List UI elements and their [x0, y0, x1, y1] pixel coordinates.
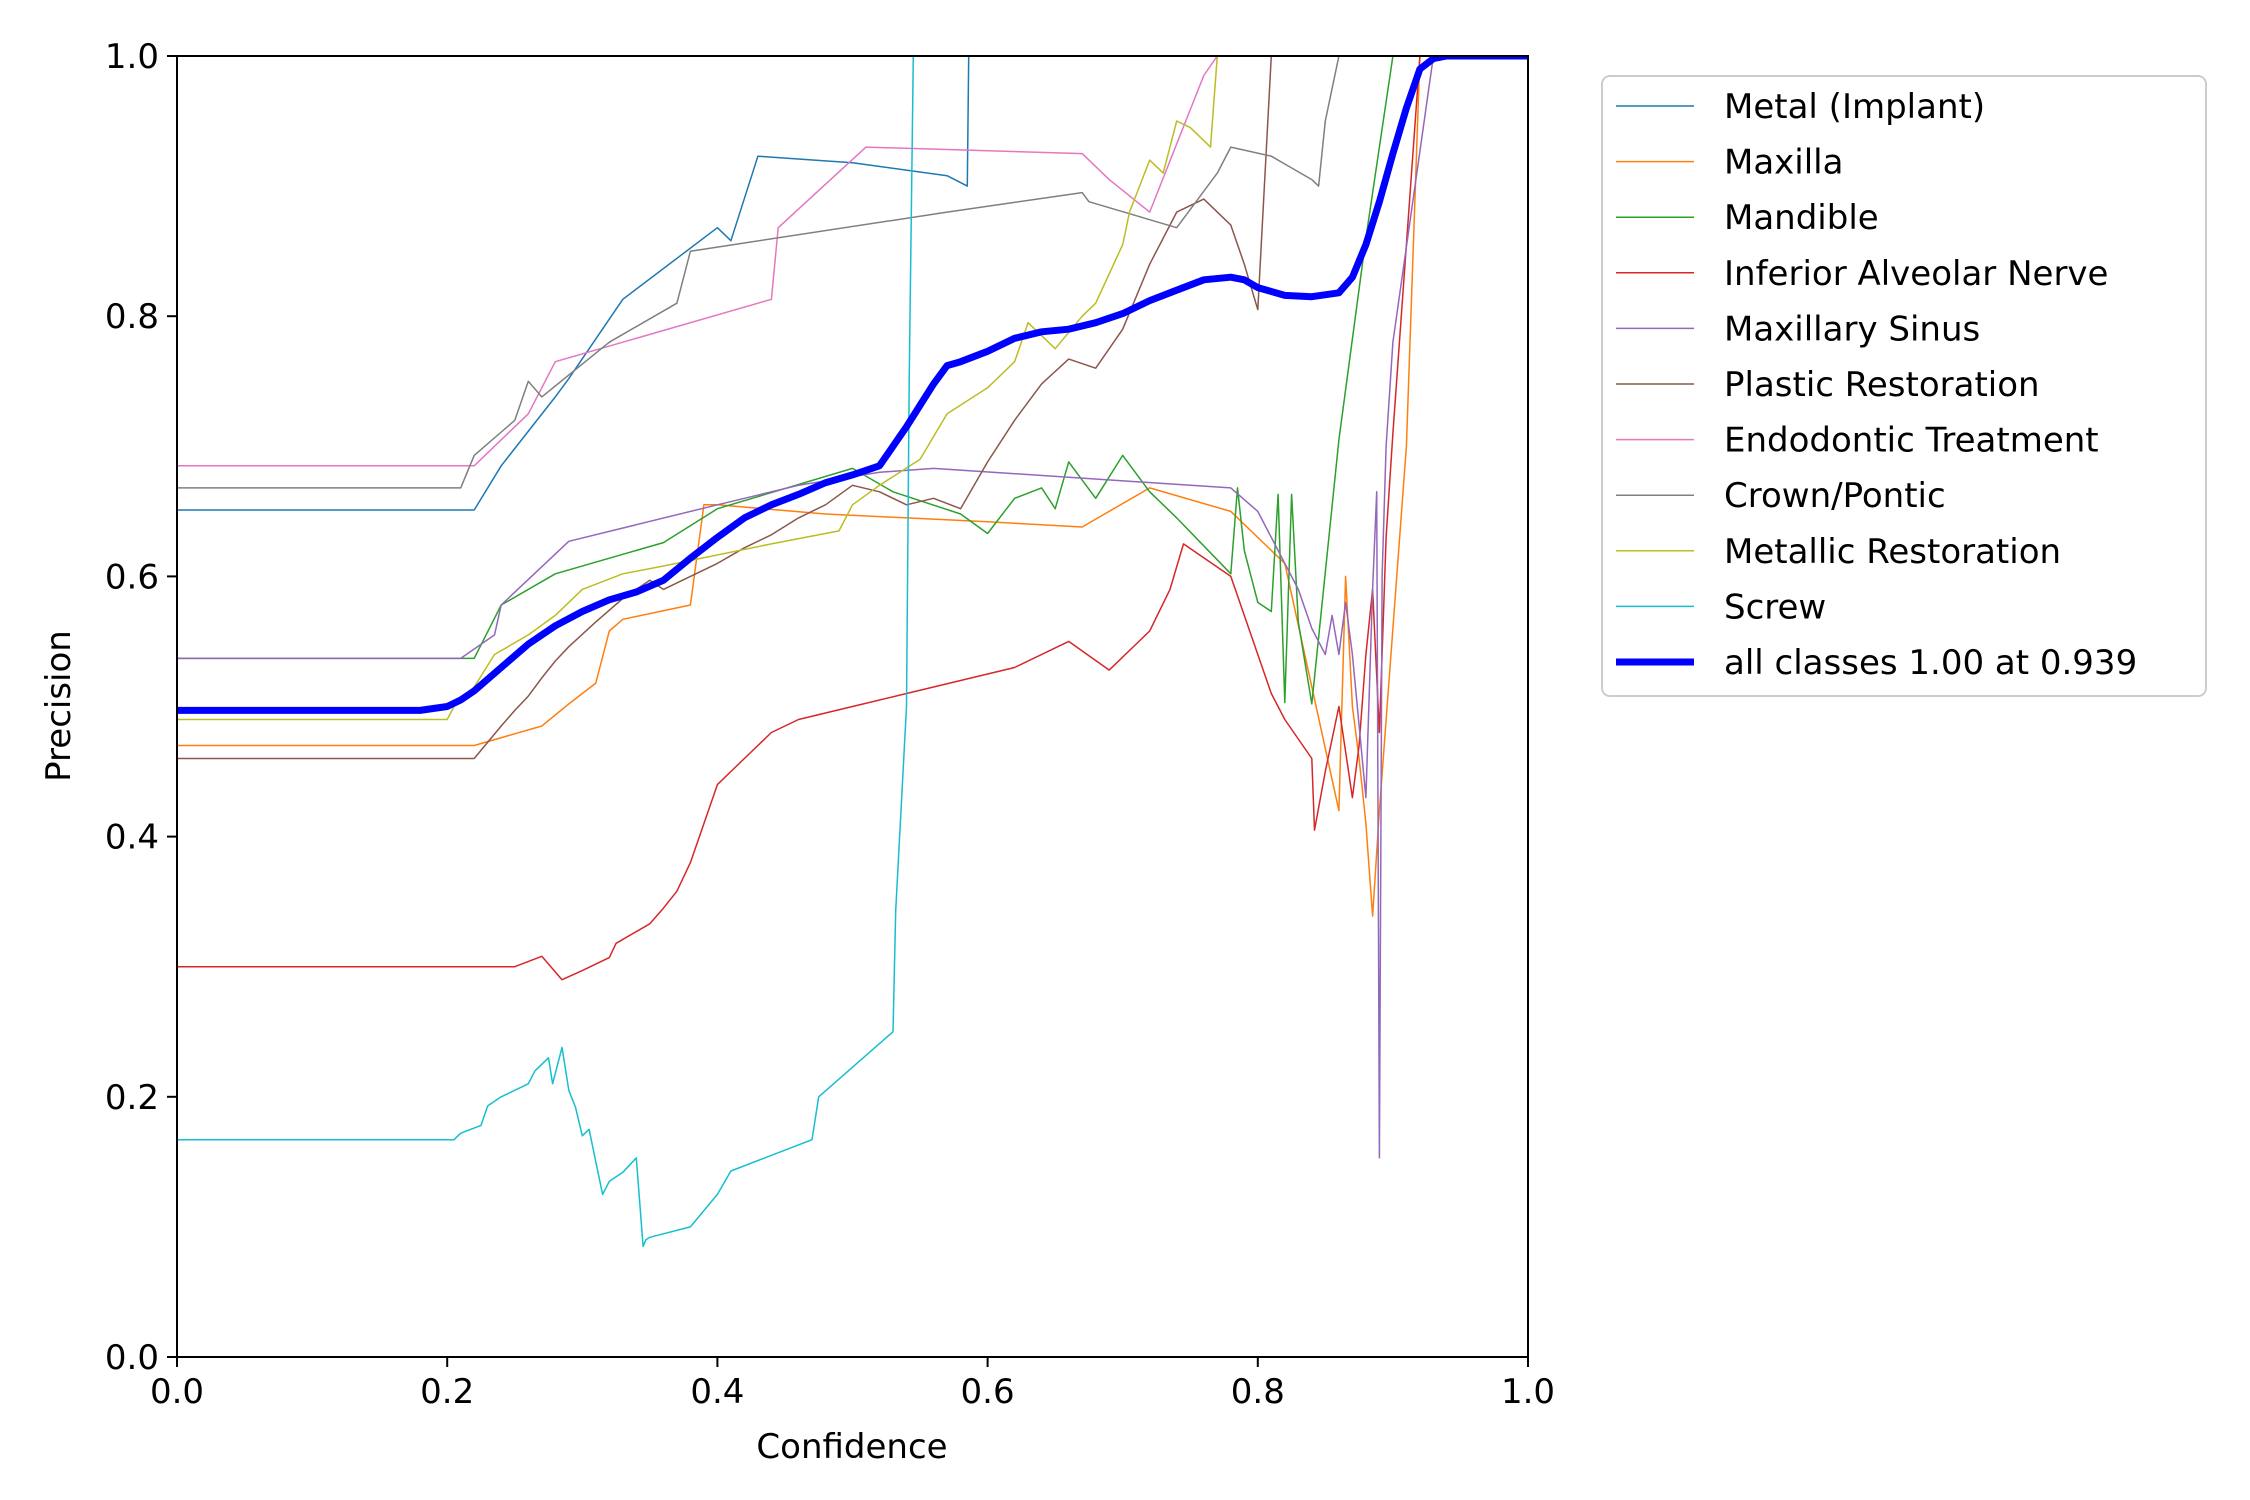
series-line-8	[177, 56, 1528, 721]
legend-label: Screw	[1724, 587, 1826, 627]
y-axis-title: Precision	[39, 630, 79, 782]
legend-label: Mandible	[1724, 198, 1879, 238]
x-tick-label: 0.2	[420, 1372, 474, 1412]
series-line-5	[177, 56, 1528, 760]
x-tick-label: 1.0	[1501, 1372, 1555, 1412]
legend-label: Maxilla	[1724, 143, 1843, 183]
y-tick-label: 0.4	[105, 818, 159, 858]
legend-label: all classes 1.00 at 0.939	[1724, 643, 2137, 683]
legend-label: Maxillary Sinus	[1724, 309, 1980, 349]
y-tick-label: 0.2	[105, 1078, 159, 1118]
series-line-0	[177, 56, 1528, 511]
legend-label: Metallic Restoration	[1724, 532, 2061, 572]
x-axis-title: Confidence	[756, 1427, 947, 1467]
x-tick-label: 0.0	[150, 1372, 204, 1412]
series-line-3	[177, 56, 1528, 981]
series-line-4	[177, 56, 1528, 1159]
y-axis: 0.0 0.2 0.4 0.6 0.8 1.0	[105, 37, 177, 1378]
x-tick-label: 0.6	[961, 1372, 1015, 1412]
y-tick-label: 1.0	[105, 37, 159, 77]
legend-label: Endodontic Treatment	[1724, 421, 2099, 461]
series-line-9	[177, 56, 1528, 1248]
legend-label: Inferior Alveolar Nerve	[1724, 254, 2108, 294]
legend-label: Plastic Restoration	[1724, 365, 2040, 405]
x-tick-label: 0.4	[690, 1372, 744, 1412]
y-tick-label: 0.0	[105, 1338, 159, 1378]
series-line-2	[177, 56, 1528, 705]
series-line-1	[177, 56, 1528, 917]
series-line-6	[177, 56, 1528, 467]
series-line-7	[177, 56, 1528, 489]
plot-frame	[176, 55, 1529, 1358]
x-axis: 0.0 0.2 0.4 0.6 0.8 1.0	[150, 1357, 1555, 1412]
legend-label: Crown/Pontic	[1724, 476, 1946, 516]
legend: Metal (Implant) Maxilla Mandible Inferior A…	[1601, 75, 2207, 697]
series-layer	[177, 56, 1528, 1248]
y-tick-label: 0.6	[105, 557, 159, 597]
legend-label: Metal (Implant)	[1724, 87, 1985, 127]
legend-frame	[1601, 75, 2207, 697]
series-line-10	[177, 56, 1528, 714]
x-tick-label: 0.8	[1231, 1372, 1285, 1412]
y-tick-label: 0.8	[105, 297, 159, 337]
